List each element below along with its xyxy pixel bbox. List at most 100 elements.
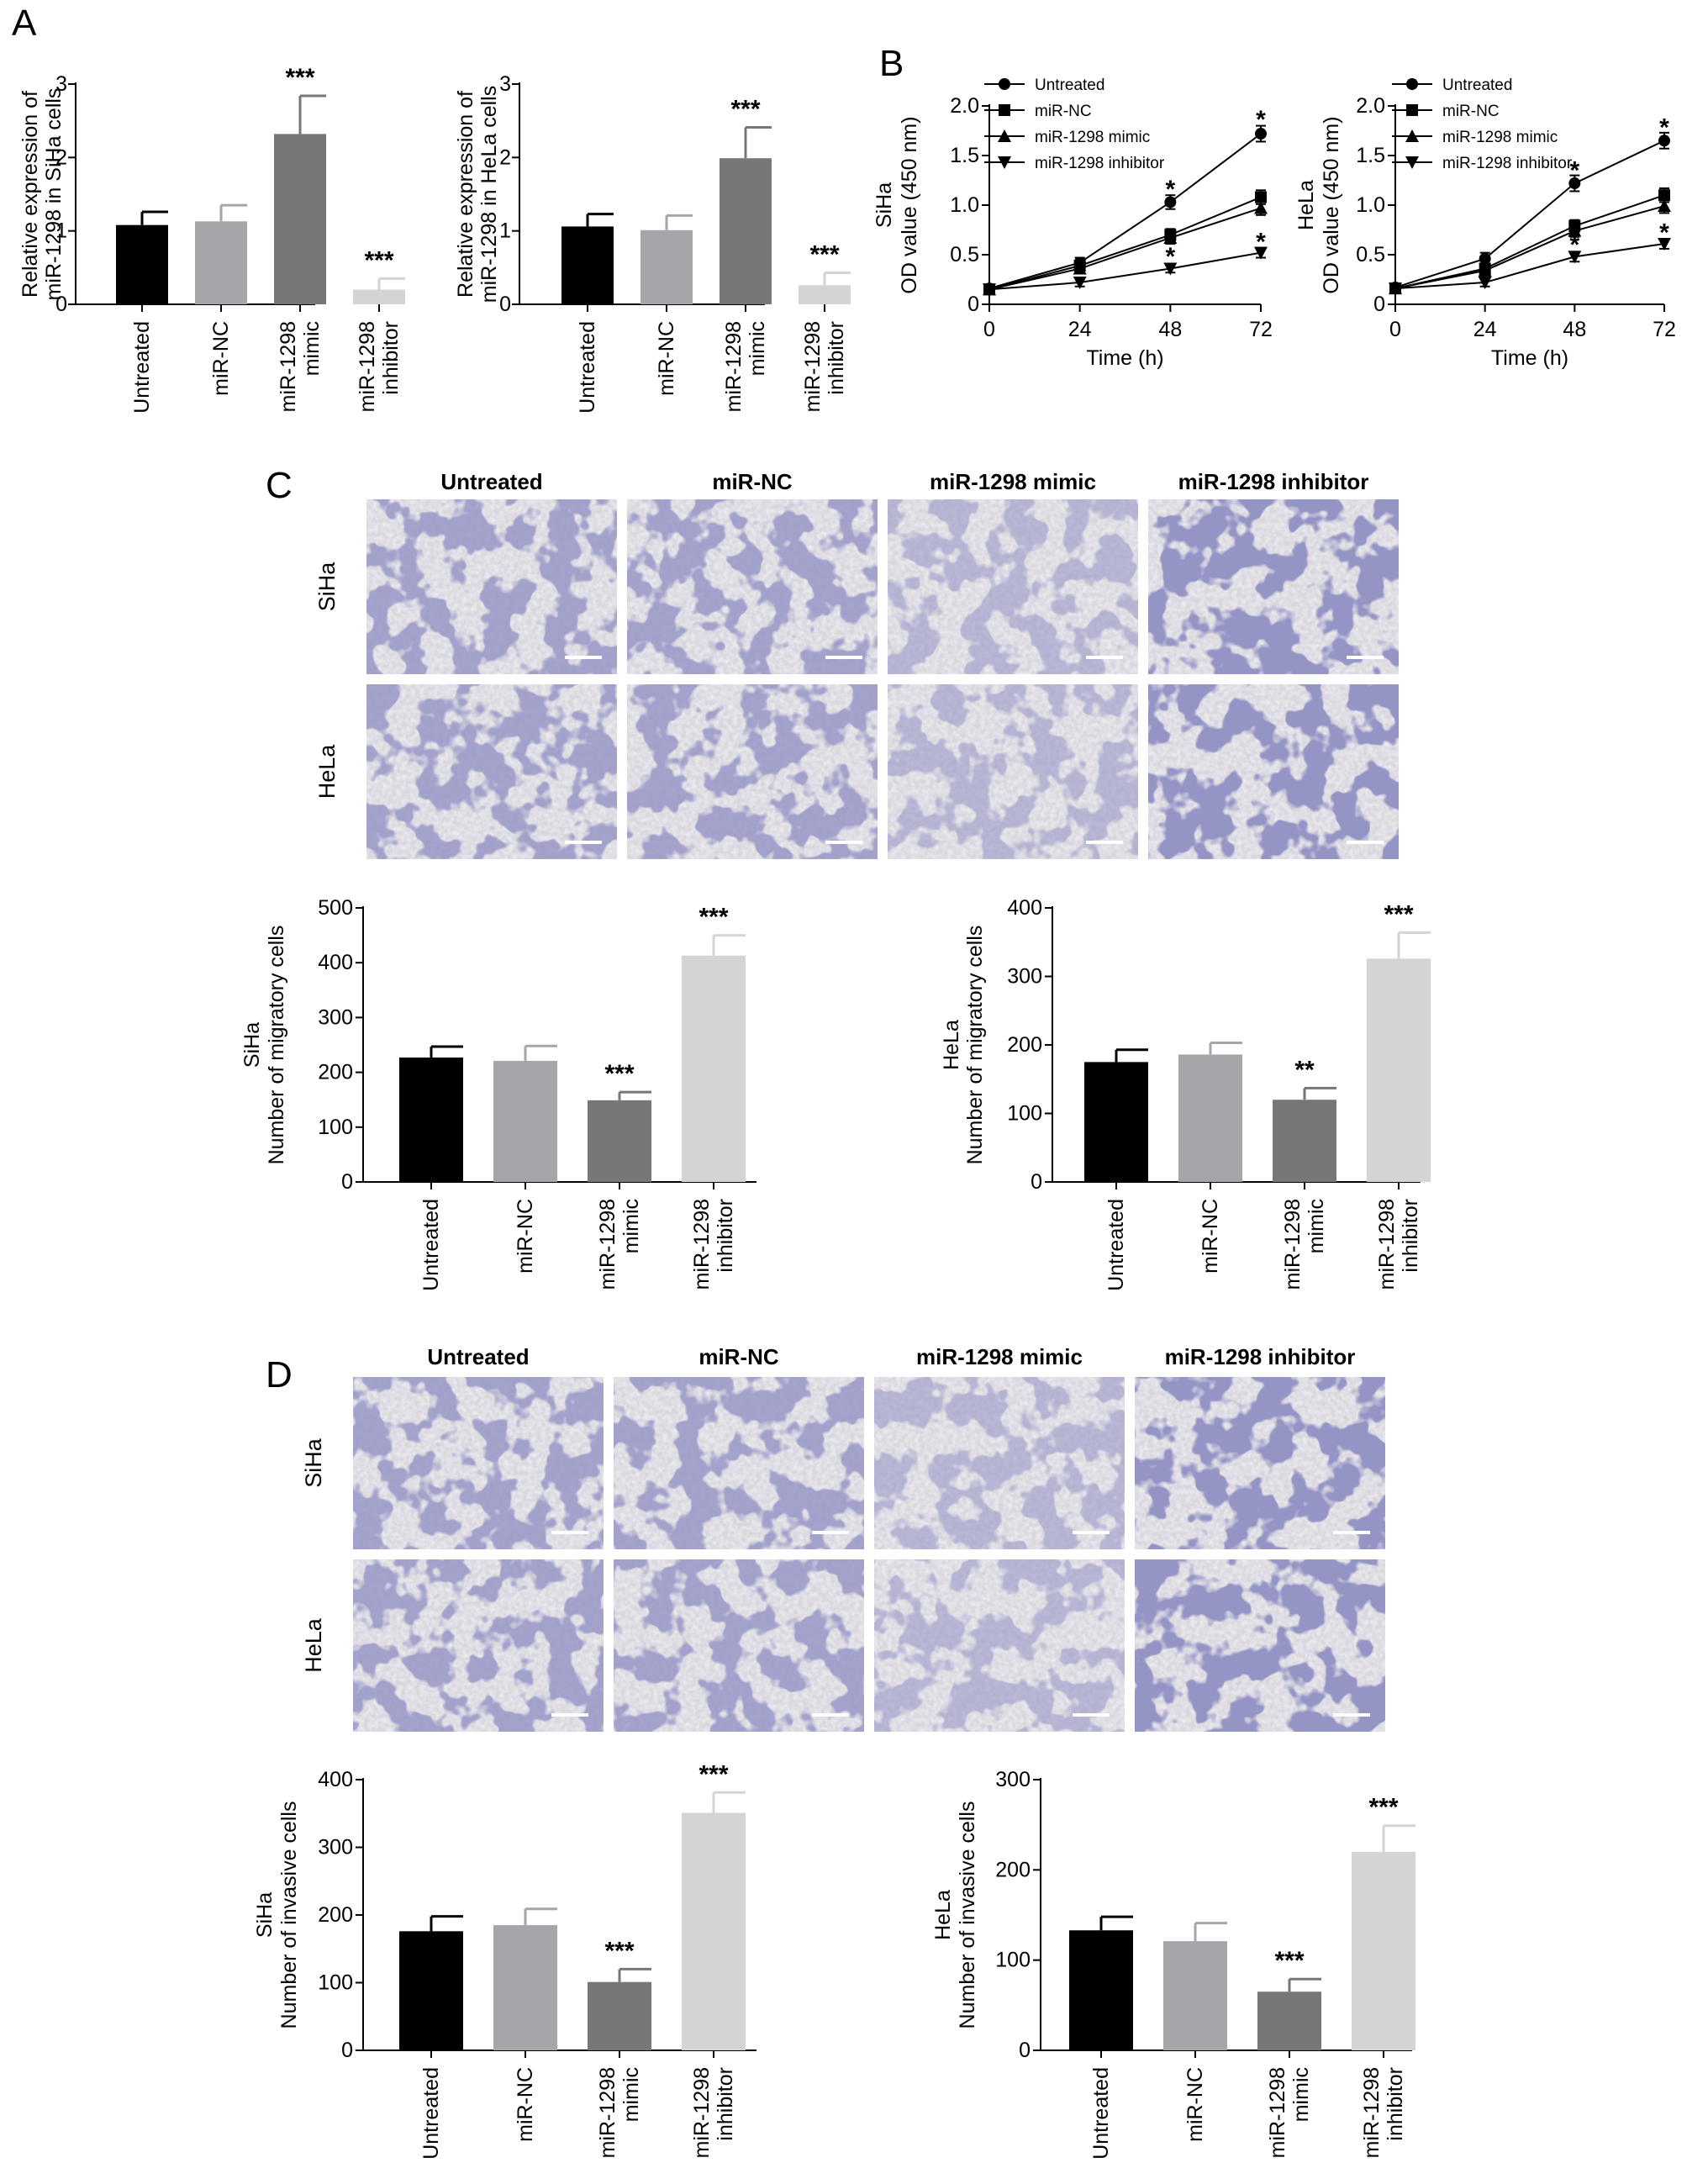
- marker-triangle-down: [1389, 282, 1402, 296]
- legend-label: Untreated: [1035, 76, 1104, 94]
- stained-cells-icon: [627, 684, 878, 859]
- panel-letter-c: C: [266, 465, 293, 506]
- category-label: inhibitor: [1384, 2067, 1407, 2141]
- series-line: [1394, 243, 1665, 290]
- series-mir-nc: [1389, 187, 1670, 295]
- legend-label: miR-NC: [1442, 103, 1500, 120]
- category-label: inhibitor: [1399, 1199, 1422, 1273]
- bar-mir-nc: [1178, 1054, 1242, 1182]
- y-tick-label: 500: [318, 896, 353, 920]
- y-tick-label: 0: [1019, 2039, 1031, 2062]
- significance-label: *: [1165, 243, 1175, 271]
- y-axis-label: HeLa: [940, 1020, 963, 1070]
- stained-cells-icon: [1148, 499, 1399, 674]
- y-axis-label: SiHa: [872, 182, 896, 228]
- marker-square: [1406, 104, 1418, 116]
- category-label: Untreated: [130, 321, 154, 414]
- stained-cells-icon: [874, 1559, 1125, 1732]
- marker-circle: [1255, 128, 1267, 140]
- y-tick-label: 100: [1007, 1102, 1042, 1126]
- category-label: miR-NC: [1199, 1199, 1222, 1274]
- marker-circle: [1479, 252, 1491, 265]
- column-header: miR-NC: [698, 1344, 779, 1369]
- series-untreated: [983, 124, 1267, 295]
- category-label: miR-NC: [655, 321, 678, 396]
- significance-label: ***: [1368, 1794, 1398, 1822]
- series-line: [988, 207, 1262, 291]
- y-tick-label: 400: [1007, 896, 1042, 920]
- category-label: mimic: [1305, 1199, 1328, 1253]
- category-label: Untreated: [1089, 2067, 1113, 2160]
- series-line: [988, 133, 1262, 290]
- y-tick-label: 0.5: [1356, 243, 1385, 266]
- series-line: [988, 196, 1262, 291]
- row-label: SiHa: [301, 1438, 326, 1488]
- y-tick-label: 0: [341, 2039, 353, 2062]
- category-label: miR-1298: [1360, 2067, 1384, 2158]
- marker-triangle-up: [1073, 261, 1087, 275]
- y-tick-label: 300: [318, 1836, 353, 1860]
- bar-untreated: [399, 1931, 463, 2050]
- y-tick-label: 0: [967, 293, 979, 316]
- y-axis-label: SiHa: [240, 1022, 264, 1068]
- row-label: SiHa: [314, 562, 340, 612]
- chart-d-siha: 0 100 200 300 400 SiHa Number of invasive cell…: [253, 1760, 756, 2160]
- micrograph-c-siha-inhibitor: [1148, 499, 1399, 674]
- significance-label: *: [1569, 156, 1579, 184]
- legend-label: miR-1298 inhibitor: [1035, 155, 1165, 172]
- column-header: miR-1298 inhibitor: [1178, 469, 1369, 494]
- chart-c-hela: 0 100 200 300 400 HeLa Number of migratory cel…: [940, 896, 1431, 1291]
- y-axis-label: OD value (450 nm): [1320, 116, 1343, 293]
- category-label: miR-NC: [1183, 2067, 1207, 2142]
- category-label: miR-1298: [277, 321, 300, 412]
- y-tick-label: 200: [1007, 1033, 1042, 1057]
- marker-triangle-down: [1478, 277, 1492, 290]
- series-mimic: [983, 200, 1268, 296]
- chart-b-hela: 0 0.5 1.0 1.5 2.0 HeLa OD value (450 nm) 0 24 48 7…: [1294, 76, 1676, 370]
- y-tick-label: 300: [318, 1005, 353, 1029]
- bar-mir-nc: [493, 1925, 557, 2050]
- marker-triangle-down: [1405, 156, 1419, 169]
- category-label: miR-1298: [690, 2067, 714, 2158]
- stained-cells-icon: [874, 1377, 1125, 1549]
- marker-triangle-up: [1405, 129, 1419, 142]
- stained-cells-icon: [353, 1559, 604, 1732]
- significance-label: **: [1294, 1056, 1315, 1084]
- stained-cells-icon: [1135, 1377, 1385, 1549]
- y-tick-label: 0.5: [950, 243, 979, 266]
- row-label: HeLa: [301, 1617, 326, 1673]
- bar-inhibitor: [682, 1812, 746, 2050]
- y-axis-label: Number of invasive cells: [277, 1802, 301, 2029]
- chart-c-siha: 0 100 200 300 400 500 SiHa Number of migratory …: [240, 896, 756, 1291]
- series-line: [1394, 140, 1665, 288]
- category-label: miR-1298: [596, 2067, 619, 2158]
- bar-mimic: [588, 1100, 651, 1182]
- y-tick-label: 100: [995, 1949, 1031, 1972]
- marker-circle: [1164, 196, 1177, 208]
- stained-cells-icon: [614, 1559, 864, 1732]
- category-label: miR-1298: [690, 1199, 714, 1290]
- panel-letter-b: B: [879, 43, 904, 84]
- marker-triangle-up: [1478, 263, 1492, 277]
- significance-label: ***: [364, 246, 393, 274]
- bar-untreated: [1084, 1062, 1148, 1182]
- micrograph-grid-c: Untreated miR-NC miR-1298 mimic miR-1298 in…: [314, 469, 1399, 859]
- y-axis-label: Number of invasive cells: [956, 1802, 979, 2029]
- y-tick-label: 0: [1373, 293, 1385, 316]
- marker-triangle-down: [1254, 246, 1268, 260]
- y-tick-label: 2.0: [1356, 94, 1385, 118]
- category-label: Untreated: [1104, 1199, 1128, 1291]
- marker-triangle-down: [1568, 251, 1582, 264]
- bar-untreated: [1069, 1930, 1133, 2050]
- y-tick-label: 1: [55, 219, 67, 243]
- significance-label: *: [1659, 219, 1669, 247]
- x-tick-label: 0: [983, 318, 995, 341]
- y-tick-label: 300: [1007, 965, 1042, 989]
- micrograph-c-siha-mir-nc: [627, 499, 878, 674]
- marker-triangle-up: [998, 129, 1011, 142]
- significance-label: *: [1165, 176, 1175, 203]
- legend: Untreated miR-NC miR-1298 mimic miR-1298 in…: [1392, 76, 1573, 172]
- x-tick-label: 48: [1563, 318, 1586, 341]
- category-label: miR-1298: [1281, 1199, 1305, 1290]
